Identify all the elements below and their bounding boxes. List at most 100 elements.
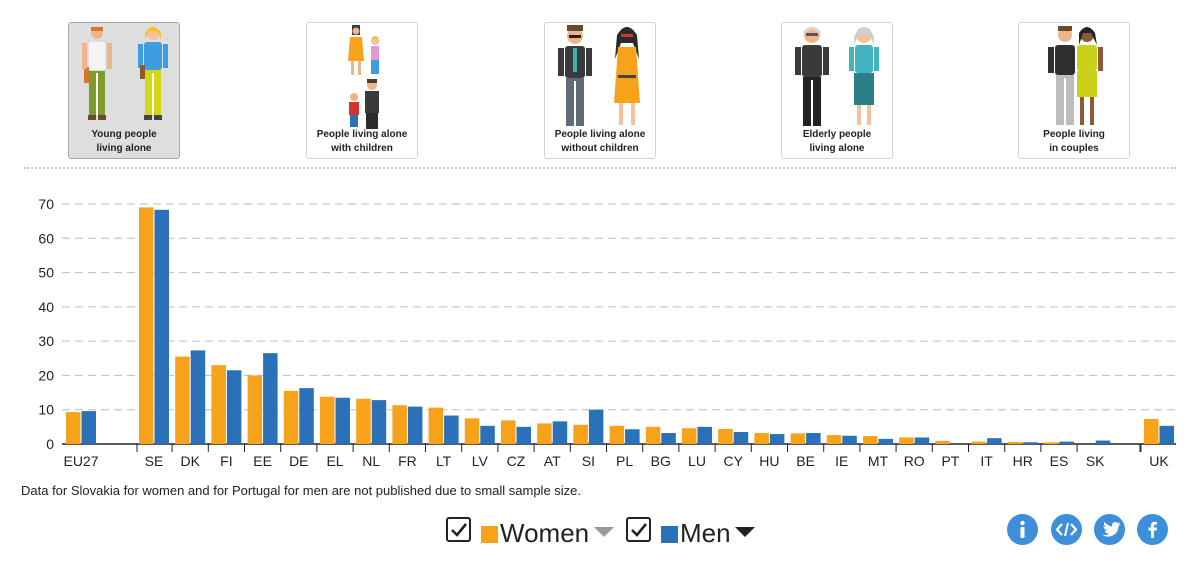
bar-women-es[interactable] <box>1044 442 1059 444</box>
y-tick-label: 50 <box>38 265 54 281</box>
x-tick-label: AT <box>544 453 561 469</box>
bar-women-lu[interactable] <box>682 428 697 444</box>
bar-men-hr[interactable] <box>1023 442 1038 444</box>
bar-women-nl[interactable] <box>356 398 371 444</box>
bar-women-fr[interactable] <box>392 405 407 444</box>
bar-men-it[interactable] <box>987 438 1002 444</box>
x-tick-label: HU <box>759 453 779 469</box>
bar-women-uk[interactable] <box>1144 418 1159 444</box>
x-tick-label: RO <box>904 453 925 469</box>
x-tick-label: LU <box>688 453 706 469</box>
bar-women-lv[interactable] <box>464 418 480 444</box>
bar-women-dk[interactable] <box>175 356 190 444</box>
bar-women-be[interactable] <box>790 433 806 444</box>
x-tick-label: UK <box>1149 453 1169 469</box>
bars <box>66 207 1174 444</box>
legend-label-men: Men <box>680 518 731 548</box>
facebook-icon <box>1148 521 1157 538</box>
caret-down-icon[interactable] <box>735 527 755 537</box>
caret-down-icon[interactable] <box>594 527 614 537</box>
x-axis-labels: EU27 SE DK FI EE DE EL NL FR LT LV CZ AT SI PL BG LU CY HU… <box>63 444 1169 469</box>
x-tick-label: CZ <box>507 453 526 469</box>
bar-men-dk[interactable] <box>190 350 206 444</box>
bar-women-ee[interactable] <box>247 375 263 444</box>
card-alone-without-children[interactable]: People living alone without children <box>544 22 656 159</box>
bar-women-pt[interactable] <box>935 440 950 444</box>
bar-women-cy[interactable] <box>718 428 733 444</box>
women-swatch <box>481 526 498 543</box>
embed-button[interactable] <box>1051 514 1082 545</box>
card-young-people[interactable]: Young people living alone <box>68 22 180 159</box>
bar-women-pl[interactable] <box>609 425 625 444</box>
bar-women-fi[interactable] <box>211 365 226 444</box>
bar-men-mt[interactable] <box>878 438 894 444</box>
bar-men-ee[interactable] <box>263 353 278 444</box>
bar-men-ro[interactable] <box>914 437 930 444</box>
x-tick-label: SK <box>1086 453 1105 469</box>
facebook-button[interactable] <box>1137 514 1168 545</box>
x-tick-label: PL <box>616 453 633 469</box>
bar-men-fi[interactable] <box>226 370 242 444</box>
bar-women-it[interactable] <box>971 441 987 444</box>
bar-men-be[interactable] <box>806 433 821 444</box>
bar-women-se[interactable] <box>139 207 154 444</box>
bar-women-eu27[interactable] <box>66 412 81 444</box>
bar-women-ro[interactable] <box>899 437 914 444</box>
bar-men-cz[interactable] <box>516 426 532 444</box>
card-alone-with-children[interactable]: People living alone with children <box>306 22 418 159</box>
card-label: Young people living alone <box>91 129 157 154</box>
bar-men-fr[interactable] <box>407 406 423 444</box>
women-checkbox[interactable] <box>446 517 471 542</box>
bar-men-eu27[interactable] <box>81 411 97 444</box>
bar-men-se[interactable] <box>154 209 170 444</box>
bar-men-bg[interactable] <box>661 433 676 444</box>
bar-men-lu[interactable] <box>697 426 713 444</box>
bar-women-ie[interactable] <box>826 435 842 444</box>
section-divider <box>24 167 1176 169</box>
bar-men-lv[interactable] <box>480 425 495 444</box>
bar-women-si[interactable] <box>573 424 588 444</box>
info-button[interactable] <box>1007 514 1038 545</box>
card-label: Elderly people living alone <box>802 129 872 154</box>
bar-women-de[interactable] <box>283 390 299 444</box>
x-tick-label: BG <box>651 453 671 469</box>
bar-women-bg[interactable] <box>645 426 661 444</box>
info-icon <box>1020 520 1025 538</box>
bar-women-hu[interactable] <box>754 433 769 444</box>
x-tick-label: DE <box>289 453 308 469</box>
legend-item-women[interactable]: Women <box>446 514 616 548</box>
bar-women-hr[interactable] <box>1007 441 1023 444</box>
bar-men-pl[interactable] <box>625 429 640 444</box>
bar-women-at[interactable] <box>537 423 552 444</box>
bar-men-es[interactable] <box>1059 441 1075 444</box>
card-label: People living alone without children <box>554 129 646 154</box>
bar-men-hu[interactable] <box>769 434 785 444</box>
bar-men-sk[interactable] <box>1095 440 1111 444</box>
x-tick-label: HR <box>1013 453 1033 469</box>
bar-women-mt[interactable] <box>863 436 878 444</box>
men-checkbox[interactable] <box>626 517 651 542</box>
bar-men-lt[interactable] <box>444 415 459 444</box>
bar-men-at[interactable] <box>552 421 568 444</box>
bar-chart: 0 10 20 30 40 50 60 70 EU27 SE DK FI EE DE EL NL FR LT LV… <box>38 196 1176 469</box>
x-tick-label: EE <box>253 453 272 469</box>
card-elderly-people[interactable]: Elderly people living alone <box>781 22 893 159</box>
legend-item-men[interactable]: Men <box>626 514 766 548</box>
bar-men-cy[interactable] <box>733 432 749 444</box>
bar-men-si[interactable] <box>588 409 604 444</box>
bar-men-uk[interactable] <box>1159 425 1175 444</box>
x-tick-label: SE <box>145 453 164 469</box>
bar-women-lt[interactable] <box>428 407 444 444</box>
men-swatch <box>661 526 678 543</box>
x-tick-label: NL <box>362 453 380 469</box>
bar-men-ie[interactable] <box>842 435 857 444</box>
x-tick-label: MT <box>868 453 889 469</box>
bar-women-el[interactable] <box>320 396 335 444</box>
bar-men-nl[interactable] <box>371 400 387 444</box>
single-parent-illustration <box>348 25 379 129</box>
bar-men-de[interactable] <box>299 388 314 444</box>
bar-women-cz[interactable] <box>501 420 516 444</box>
twitter-button[interactable] <box>1094 514 1125 545</box>
card-couples[interactable]: People living in couples <box>1018 22 1130 159</box>
bar-men-el[interactable] <box>335 397 351 444</box>
